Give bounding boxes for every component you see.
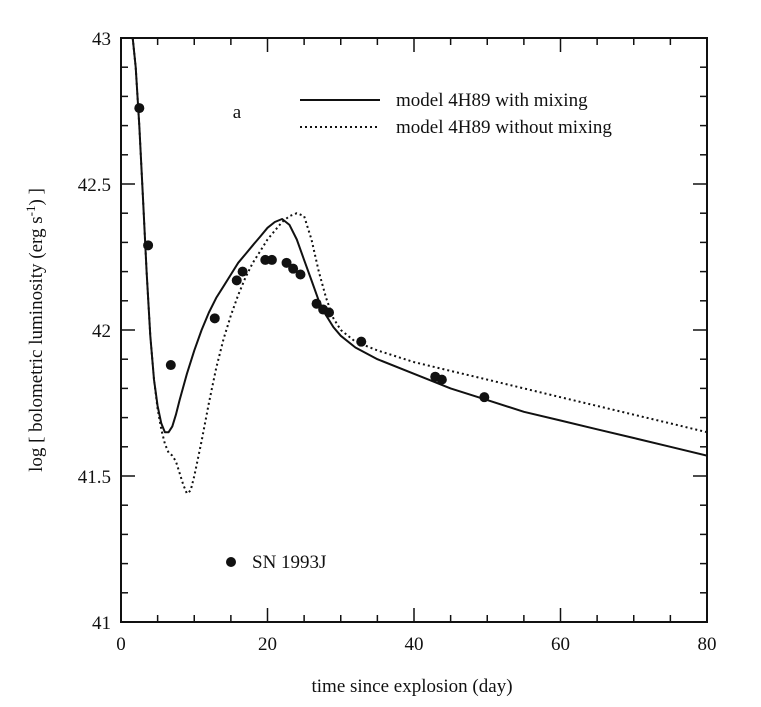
x-tick-label: 0 xyxy=(116,634,126,655)
series-lines xyxy=(131,38,707,495)
x-tick-label: 20 xyxy=(258,634,277,655)
sn1993j-data-point xyxy=(324,307,335,318)
sn1993j-data-point xyxy=(209,313,220,324)
sn1993j-data-point xyxy=(231,275,242,286)
sn1993j-data-point xyxy=(356,336,367,347)
legend-marker-sn1993j xyxy=(226,557,236,567)
sn1993j-data-point xyxy=(311,298,322,309)
data-markers xyxy=(134,103,490,403)
sn1993j-data-point xyxy=(165,360,176,371)
sn1993j-data-point xyxy=(436,374,447,385)
panel-label: a xyxy=(233,102,242,123)
y-tick-label: 42.5 xyxy=(78,175,111,196)
sn1993j-data-point xyxy=(237,266,248,277)
sn1993j-data-point xyxy=(143,240,154,251)
legend-label-sn1993j: SN 1993J xyxy=(252,552,326,573)
y-axis-tick-labels: 41 41.5 42 42.5 43 xyxy=(78,29,111,634)
y-axis-title-sup: -1 xyxy=(23,205,38,216)
sn1993j-data-point xyxy=(288,263,299,274)
sn1993j-data-point xyxy=(281,257,292,268)
legend: model 4H89 with mixing model 4H89 withou… xyxy=(226,90,612,573)
legend-label-without-mixing: model 4H89 without mixing xyxy=(396,117,612,138)
x-tick-label: 80 xyxy=(698,634,717,655)
x-axis-title: time since explosion (day) xyxy=(311,676,512,697)
y-tick-label: 43 xyxy=(92,29,111,50)
x-axis-tick-labels: 0 20 40 60 80 xyxy=(116,634,716,655)
legend-label-with-mixing: model 4H89 with mixing xyxy=(396,90,588,111)
y-axis-title-main: log [ bolometric luminosity (erg s xyxy=(26,216,47,472)
y-axis-title: log [ bolometric luminosity (erg s-1) ] xyxy=(23,188,48,472)
y-axis-title-end: ) ] xyxy=(26,188,47,205)
sn1993j-data-point xyxy=(295,269,306,280)
y-axis-ticks xyxy=(121,37,707,623)
x-tick-label: 60 xyxy=(551,634,570,655)
sn1993j-data-point xyxy=(266,254,277,265)
x-axis-ticks xyxy=(120,38,708,622)
sn1993j-data-point xyxy=(134,103,145,114)
sn1993j-data-point xyxy=(479,392,490,403)
x-tick-label: 40 xyxy=(405,634,424,655)
y-tick-label: 41 xyxy=(92,613,111,634)
series-line-without-mixing xyxy=(131,38,707,495)
y-tick-label: 42 xyxy=(92,321,111,342)
y-tick-label: 41.5 xyxy=(78,467,111,488)
